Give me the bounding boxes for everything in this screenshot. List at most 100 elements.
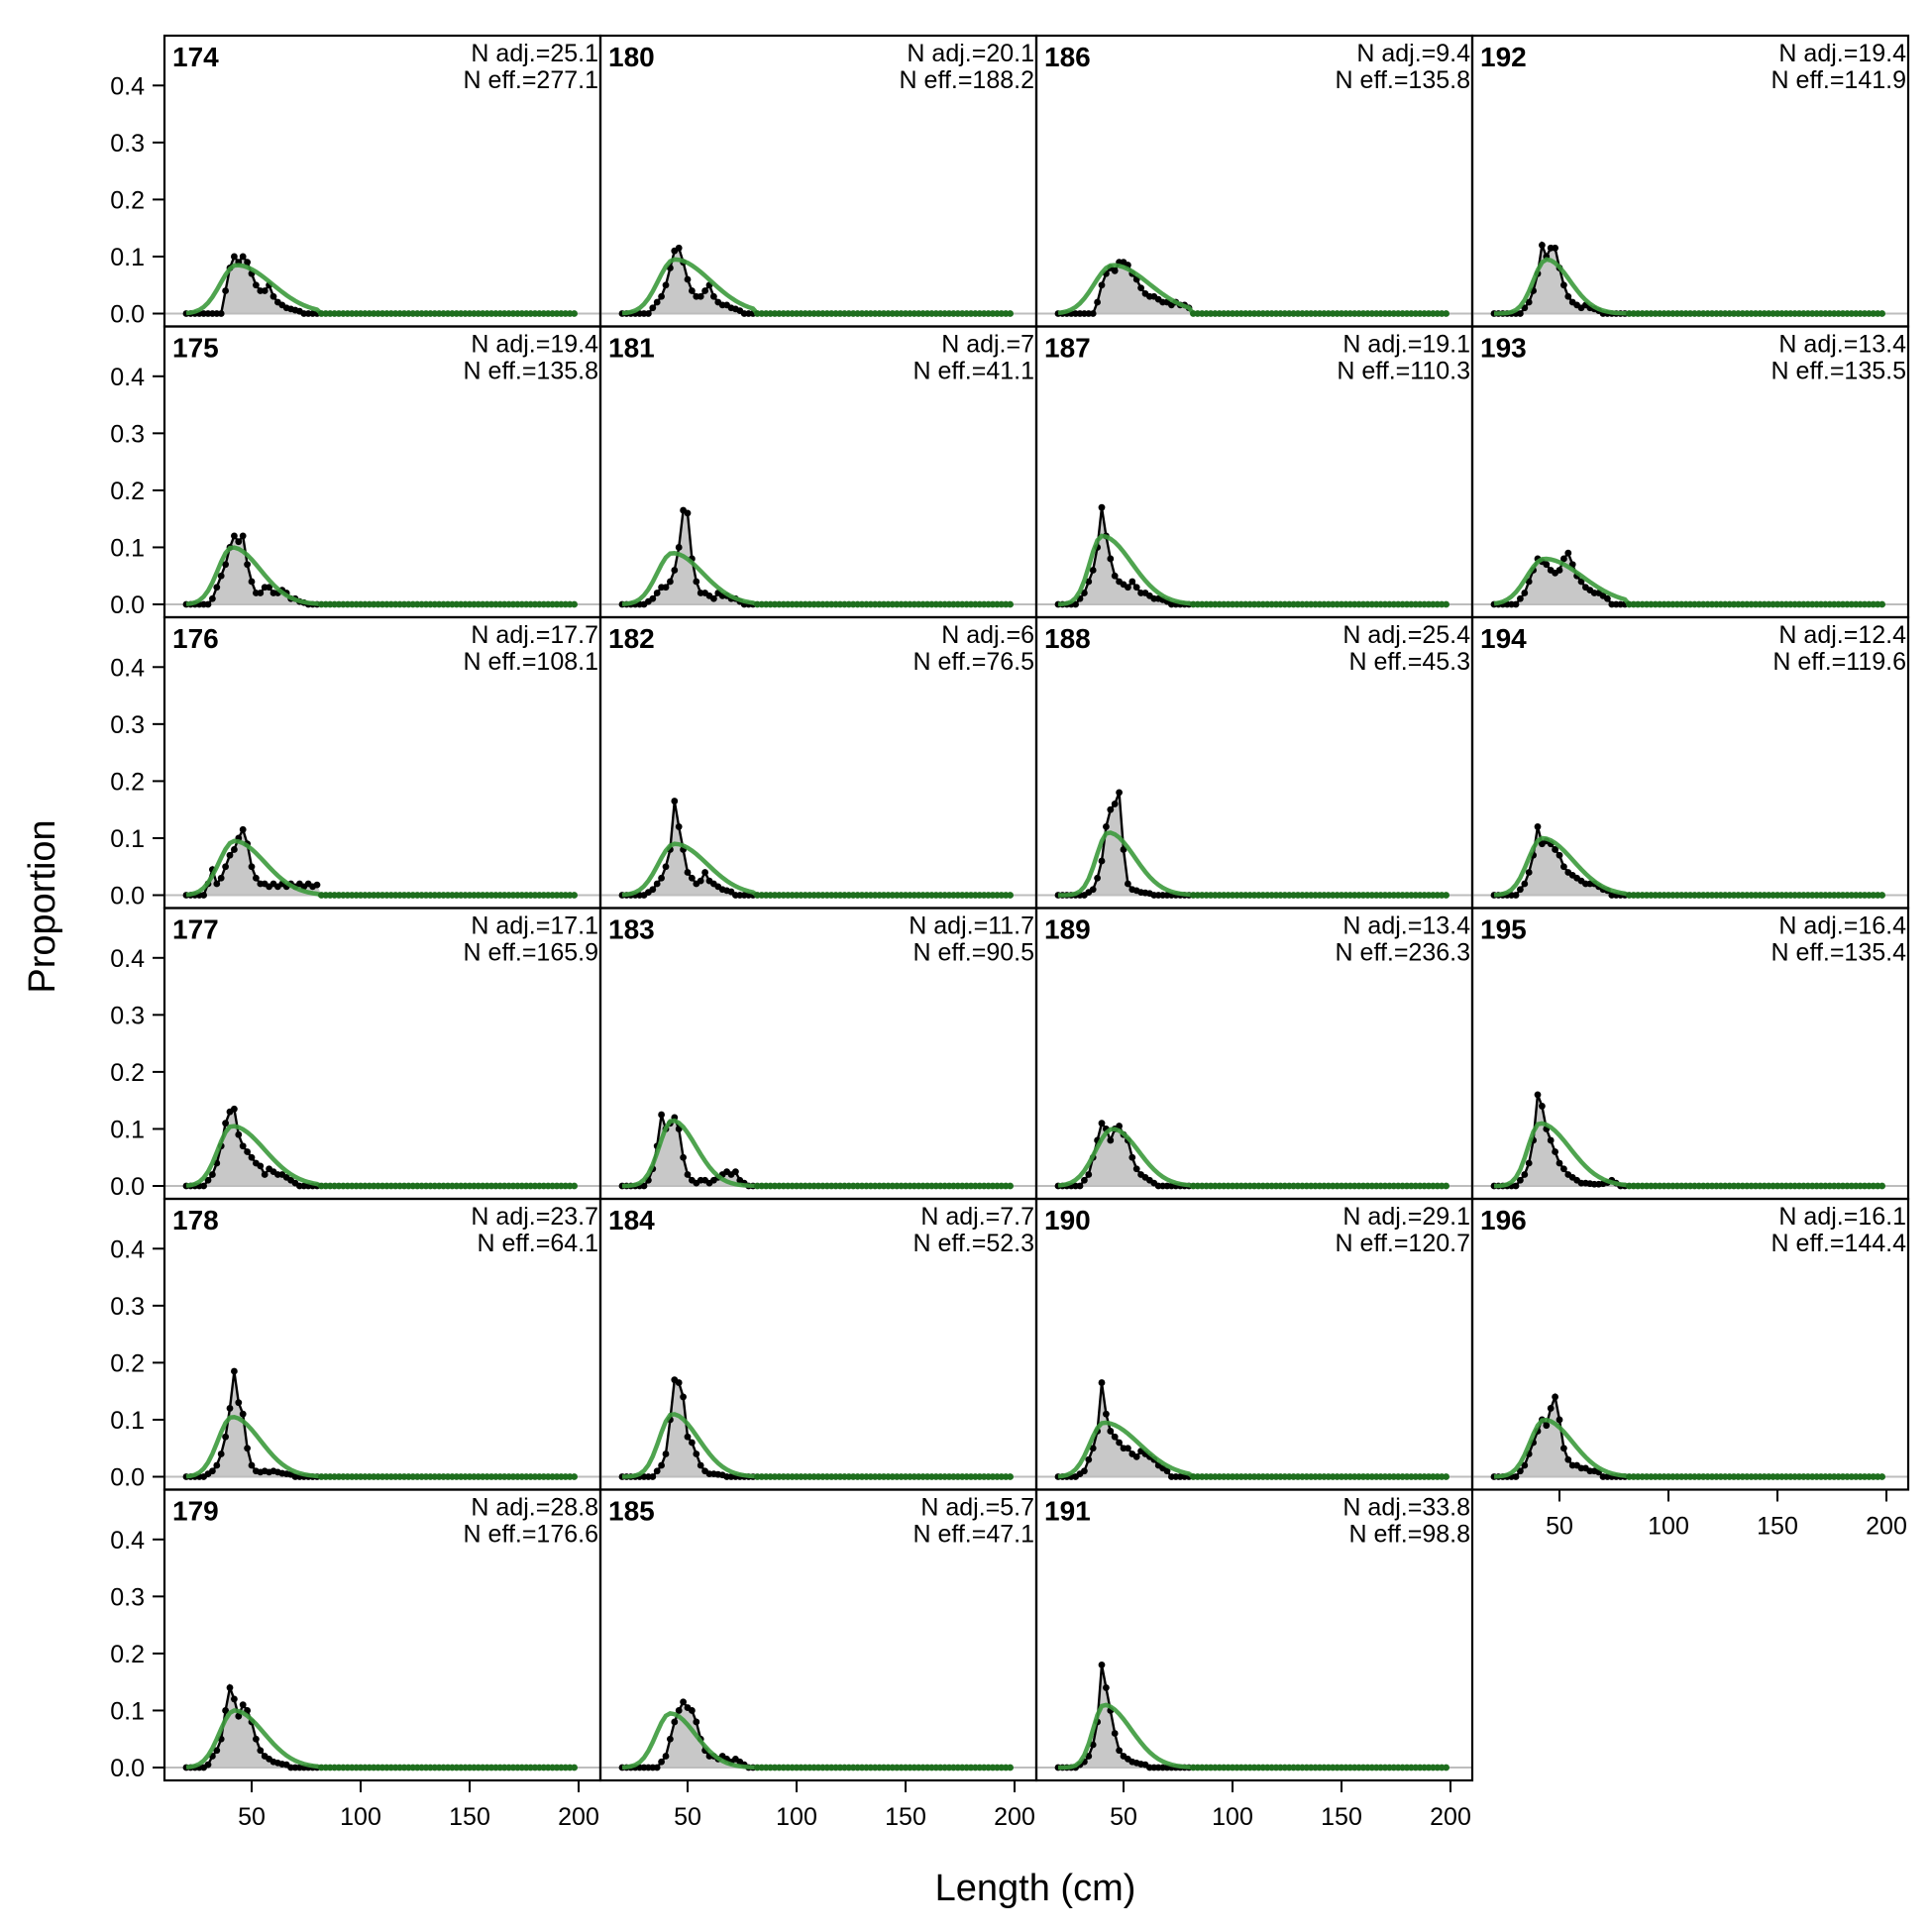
observed-point: [649, 1473, 657, 1480]
n-adj-label: N adj.=17.1: [471, 912, 598, 940]
observed-point: [1517, 1467, 1524, 1475]
observed-point: [675, 544, 683, 551]
observed-point: [222, 287, 230, 294]
observed-point: [671, 567, 679, 574]
observed-point: [235, 1130, 243, 1138]
observed-point: [1539, 242, 1546, 249]
observed-point: [667, 1735, 674, 1743]
observed-point: [1085, 1171, 1093, 1178]
observed-point: [1116, 1439, 1123, 1447]
x-tick-label: 100: [776, 1803, 817, 1831]
x-tick-label: 150: [885, 1803, 926, 1831]
n-adj-label: N adj.=29.1: [1342, 1203, 1470, 1231]
y-tick-label: 0.2: [110, 768, 145, 796]
panel-label: 174: [172, 42, 219, 72]
observed-point: [667, 578, 674, 586]
x-tick-label: 150: [1321, 1803, 1362, 1831]
observed-point: [248, 1461, 256, 1469]
observed-point: [675, 244, 683, 252]
observed-point: [1517, 594, 1524, 602]
observed-point: [1111, 572, 1119, 580]
y-tick-label: 0.0: [110, 1464, 145, 1492]
observed-area: [622, 248, 1011, 314]
observed-point: [671, 1718, 679, 1726]
observed-point: [658, 1461, 665, 1469]
panel-187: 187 N adj.=19.1N eff.=110.3: [1034, 325, 1474, 619]
panel-label: 196: [1480, 1205, 1527, 1235]
observed-point: [257, 590, 265, 596]
panel-label: 175: [172, 333, 219, 364]
x-tick-label: 100: [1648, 1513, 1689, 1541]
panel-190: 190 N adj.=29.1N eff.=120.7: [1034, 1197, 1474, 1491]
observed-point: [1556, 1416, 1563, 1424]
x-tick-label: 50: [1546, 1513, 1573, 1541]
observed-area: [622, 510, 1011, 604]
observed-point: [244, 1445, 252, 1452]
observed-point: [1521, 1171, 1529, 1178]
observed-point: [213, 584, 221, 591]
panel-label: 180: [608, 42, 655, 72]
observed-point: [1081, 1176, 1088, 1184]
expected-point: [1007, 310, 1014, 317]
panel-185: 185 N adj.=5.7N eff.=47.1 50 100 150 200: [598, 1488, 1038, 1831]
n-eff-label: N eff.=277.1: [464, 66, 598, 94]
n-eff-label: N eff.=135.8: [1336, 66, 1470, 94]
panel-182: 182 N adj.=6N eff.=76.5: [598, 615, 1038, 910]
observed-point: [1517, 886, 1524, 894]
y-tick-label: 0.0: [110, 883, 145, 911]
observed-point: [1560, 281, 1567, 289]
observed-point: [1128, 578, 1136, 586]
panel-grid: 174 N adj.=25.1N eff.=277.1 0.0 0.1 0.2 0.3 0.…: [110, 34, 1910, 1831]
panel-195: 195 N adj.=16.4N eff.=135.4: [1470, 907, 1910, 1201]
n-eff-label: N eff.=120.7: [1336, 1230, 1470, 1257]
n-adj-label: N adj.=5.7: [920, 1494, 1034, 1522]
observed-point: [226, 851, 234, 859]
observed-point: [1085, 1455, 1093, 1463]
observed-point: [1098, 1379, 1106, 1386]
n-eff-label: N eff.=64.1: [477, 1230, 598, 1257]
n-eff-label: N eff.=135.8: [464, 358, 598, 385]
observed-area: [186, 256, 575, 314]
observed-point: [653, 590, 661, 596]
y-tick-label: 0.1: [110, 1407, 145, 1435]
observed-point: [1089, 1741, 1097, 1749]
observed-point: [231, 532, 238, 540]
panel-183: 183 N adj.=11.7N eff.=90.5: [598, 907, 1038, 1201]
observed-point: [200, 1182, 208, 1190]
observed-point: [649, 594, 657, 602]
observed-point: [658, 1111, 665, 1119]
panel-label: 192: [1480, 42, 1527, 72]
observed-point: [684, 1433, 692, 1441]
observed-point: [658, 1758, 665, 1766]
observed-point: [1543, 1422, 1551, 1430]
y-tick-label: 0.3: [110, 1583, 145, 1611]
observed-point: [1089, 567, 1097, 574]
observed-point: [1556, 851, 1563, 859]
observed-point: [235, 1399, 243, 1407]
observed-point: [675, 1379, 683, 1386]
observed-point: [1081, 1467, 1088, 1475]
n-adj-label: N adj.=16.4: [1778, 912, 1906, 940]
observed-point: [732, 1168, 739, 1176]
observed-point: [313, 881, 321, 889]
observed-point: [1098, 503, 1106, 511]
panel-194: 194 N adj.=12.4N eff.=119.6: [1470, 615, 1910, 910]
observed-point: [261, 1171, 268, 1178]
n-eff-label: N eff.=165.9: [464, 939, 598, 967]
observed-point: [662, 1753, 670, 1760]
observed-point: [213, 1747, 221, 1755]
n-adj-label: N adj.=11.7: [909, 912, 1034, 940]
observed-point: [697, 1461, 704, 1469]
observed-area: [186, 1109, 575, 1186]
y-tick-label: 0.1: [110, 825, 145, 853]
panel-label: 182: [608, 623, 655, 654]
observed-point: [222, 561, 230, 569]
observed-point: [239, 532, 247, 540]
observed-point: [266, 584, 272, 591]
expected-point: [571, 1764, 578, 1771]
observed-point: [689, 1707, 696, 1714]
panel-label: 194: [1480, 623, 1527, 654]
observed-point: [1525, 298, 1533, 306]
panel-191: 191 N adj.=33.8N eff.=98.8 50 100 150 200: [1034, 1488, 1474, 1831]
n-eff-label: N eff.=188.2: [900, 66, 1034, 94]
